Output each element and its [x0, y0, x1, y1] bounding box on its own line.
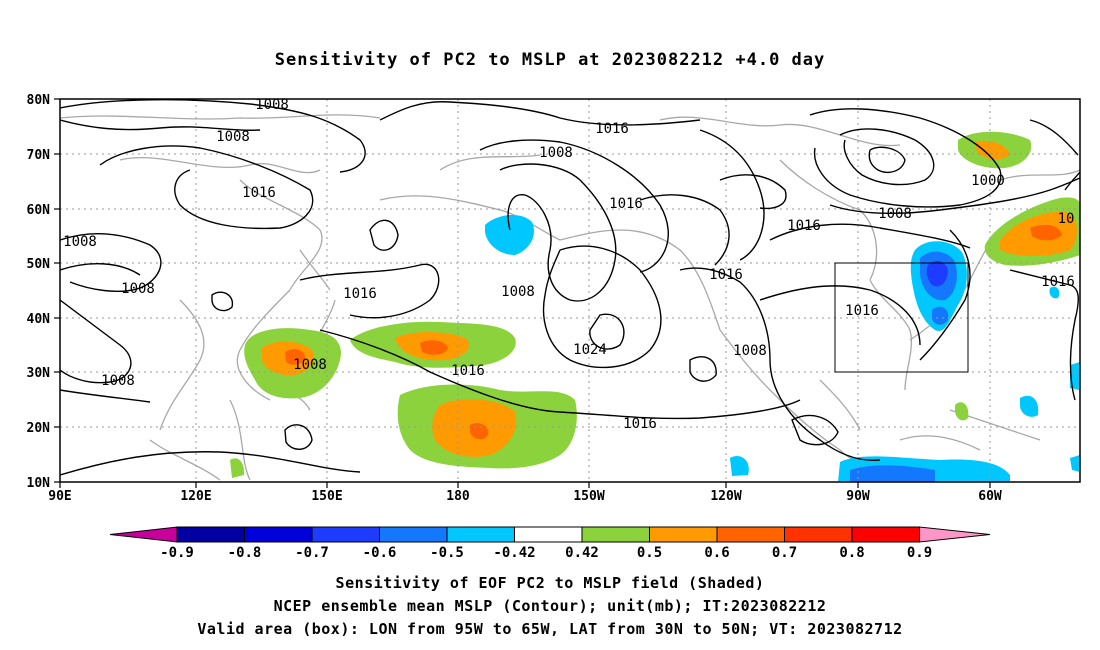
colorbar-swatch	[379, 526, 448, 543]
contour-label: 1008	[539, 145, 573, 161]
positive-region	[285, 349, 305, 365]
colorbar-label: -0.8	[228, 545, 262, 561]
contour-label: 1008	[501, 284, 535, 300]
sensitivity-shading	[230, 131, 1080, 482]
colorbar-swatch	[244, 526, 313, 543]
contour-label: 1016	[623, 416, 657, 432]
contour-label: 1000	[971, 173, 1005, 189]
colorbar-swatch	[311, 526, 380, 543]
map-frame	[59, 98, 1081, 483]
colorbar: -0.9 -0.8 -0.7 -0.6 -0.5 -0.42 0.42 0.5 0.6 0.7 0.…	[109, 526, 991, 561]
lon-label: 60W	[978, 489, 1002, 504]
colorbar-label: 0.8	[839, 545, 864, 561]
colorbar-swatch	[851, 526, 920, 543]
positive-region	[420, 340, 448, 355]
contour-label: 1016	[451, 363, 485, 379]
lon-label: 120E	[180, 489, 211, 504]
lon-label: 120W	[710, 489, 741, 504]
positive-region	[1030, 224, 1062, 241]
lat-label: 40N	[27, 312, 51, 327]
contour-label: 1016	[242, 185, 276, 201]
colorbar-high-end	[919, 526, 991, 543]
contour-label: 1008	[293, 357, 327, 373]
colorbar-label: 0.9	[907, 545, 932, 561]
contour-labels: 1008 1008 1016 1008 1008 1016 1008 1016 …	[63, 97, 1075, 432]
negative-region	[932, 306, 949, 325]
colorbar-label: 0.7	[772, 545, 797, 561]
colorbar-label: 0.42	[565, 545, 599, 561]
contour-label: 1016	[845, 303, 879, 319]
positive-region	[955, 402, 969, 421]
colorbar-swatch	[649, 526, 718, 543]
mslp-contours	[60, 99, 1080, 476]
lon-label: 90W	[846, 489, 870, 504]
contour-label: 1016	[787, 218, 821, 234]
negative-region	[1020, 395, 1039, 417]
colorbar-swatch	[514, 526, 583, 543]
chart-title: Sensitivity of PC2 to MSLP at 2023082212…	[274, 50, 826, 70]
contour-label: 1024	[573, 342, 607, 358]
axis-ticks	[54, 98, 991, 488]
contour-label: 1008	[733, 343, 767, 359]
lon-label: 90E	[48, 489, 71, 504]
contour-label: 1008	[63, 234, 97, 250]
contour-label: 1016	[343, 286, 377, 302]
contour-label: 1016	[595, 121, 629, 137]
colorbar-label: -0.6	[363, 545, 397, 561]
lat-label: 60N	[27, 203, 51, 218]
negative-region	[926, 260, 948, 287]
caption-valid-area: Valid area (box): LON from 95W to 65W, L…	[197, 620, 903, 638]
colorbar-label: -0.7	[295, 545, 329, 561]
colorbar-swatch	[784, 526, 853, 543]
positive-region	[975, 140, 1010, 160]
contour-label: 1008	[121, 281, 155, 297]
contour-label: 1008	[101, 373, 135, 389]
lat-label: 50N	[27, 257, 51, 272]
colorbar-label: -0.5	[430, 545, 464, 561]
negative-region	[485, 214, 535, 255]
negative-region	[1070, 362, 1080, 390]
coastlines	[60, 114, 1080, 481]
negative-region	[1070, 455, 1080, 472]
contour-label: 1016	[609, 196, 643, 212]
positive-region	[230, 458, 245, 478]
colorbar-swatch	[716, 526, 785, 543]
valid-area-box	[834, 262, 969, 373]
contour-label: 10	[1058, 211, 1075, 227]
contour-label: 1008	[216, 129, 250, 145]
contour-label: 1008	[878, 206, 912, 222]
negative-region	[850, 465, 935, 482]
lon-label: 150W	[573, 489, 604, 504]
lat-label: 20N	[27, 421, 51, 436]
contour-label: 1016	[709, 267, 743, 283]
contour-label: 1008	[255, 97, 289, 113]
colorbar-label: -0.9	[160, 545, 194, 561]
caption-contour: NCEP ensemble mean MSLP (Contour); unit(…	[273, 597, 827, 615]
colorbar-low-end	[109, 526, 178, 543]
colorbar-swatch	[176, 526, 245, 543]
colorbar-label: 0.6	[704, 545, 729, 561]
lat-label: 80N	[27, 93, 51, 108]
lat-labels: 80N 70N 60N 50N 40N 30N 20N 10N	[27, 93, 51, 491]
lat-label: 30N	[27, 366, 51, 381]
colorbar-swatch	[581, 526, 650, 543]
lon-label: 180	[446, 489, 470, 504]
caption-shading: Sensitivity of EOF PC2 to MSLP field (Sh…	[335, 574, 765, 592]
lat-label: 10N	[27, 476, 51, 491]
negative-region	[1049, 286, 1060, 299]
lat-label: 70N	[27, 148, 51, 163]
colorbar-swatch	[446, 526, 515, 543]
colorbar-label: -0.42	[493, 545, 535, 561]
negative-region	[730, 455, 749, 476]
graticule	[60, 99, 1080, 482]
lon-labels: 90E 120E 150E 180 150W 120W 90W 60W	[48, 489, 1002, 504]
contour-label: 1016	[1041, 274, 1075, 290]
lon-label: 150E	[311, 489, 342, 504]
colorbar-label: 0.5	[637, 545, 662, 561]
